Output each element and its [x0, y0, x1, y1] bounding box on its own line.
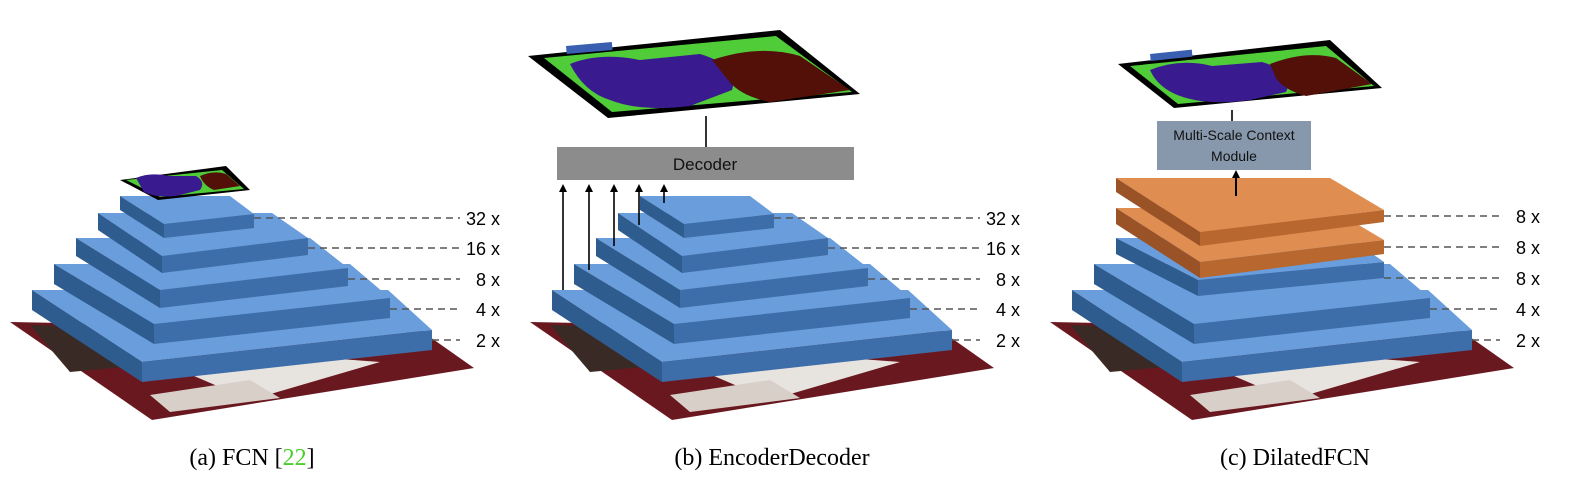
output-segmentation-dilated: [1118, 40, 1382, 108]
panel-fcn: 32 x 16 x 8 x 4 x 2 x (a) FCN [22]: [10, 166, 500, 471]
scale-label-8x: 8 x: [996, 270, 1020, 290]
encoder-layer-32x: [120, 196, 254, 238]
caption-dilated-fcn: (c) DilatedFCN: [1220, 445, 1370, 471]
scale-label-4x: 4 x: [1516, 300, 1540, 320]
caption-fcn: (a) FCN [22]: [189, 445, 314, 471]
scale-labels-fcn: 32 x 16 x 8 x 4 x 2 x: [254, 209, 500, 351]
scale-label-16x: 16 x: [986, 239, 1020, 259]
skip-connection-arrows: [559, 184, 668, 290]
caption-encoder-decoder: (b) EncoderDecoder: [674, 445, 869, 471]
caption-fcn-citation: 22: [283, 445, 307, 471]
context-module-label-line2: Module: [1211, 148, 1257, 164]
decoder-block: Decoder: [557, 147, 854, 180]
output-segmentation-fcn: [120, 166, 250, 200]
caption-fcn-suffix: ]: [307, 445, 315, 471]
decoder-label: Decoder: [673, 155, 738, 174]
panel-encoder-decoder: Decoder 32 x 16 x 8 x 4 x 2 x (b) Encode…: [528, 30, 1020, 471]
panel-dilated-fcn: Multi-Scale Context Module 8 x 8 x 8 x 4…: [1050, 40, 1540, 471]
context-module-label-line1: Multi-Scale Context: [1173, 127, 1294, 143]
output-segmentation-encdec: [528, 30, 860, 118]
context-module-block: Multi-Scale Context Module: [1157, 121, 1311, 170]
scale-label-16x: 16 x: [466, 239, 500, 259]
scale-label-2x: 2 x: [996, 331, 1020, 351]
dilated-layers: [1116, 178, 1384, 278]
encoder-layer-32x: [640, 196, 774, 238]
scale-label-8x: 8 x: [476, 270, 500, 290]
scale-label-8x-top: 8 x: [1516, 207, 1540, 227]
scale-label-32x: 32 x: [466, 209, 500, 229]
encoder-stack-fcn: [32, 196, 432, 382]
encoder-stack-encdec: [552, 196, 952, 382]
scale-label-4x: 4 x: [476, 300, 500, 320]
scale-label-32x: 32 x: [986, 209, 1020, 229]
scale-label-2x: 2 x: [1516, 331, 1540, 351]
caption-fcn-prefix: (a) FCN [: [189, 445, 282, 471]
dilated-layer-upper: [1116, 178, 1384, 246]
scale-label-2x: 2 x: [476, 331, 500, 351]
scale-labels-encdec: 32 x 16 x 8 x 4 x 2 x: [774, 209, 1020, 351]
scale-label-4x: 4 x: [996, 300, 1020, 320]
scale-label-8x-bottom: 8 x: [1516, 269, 1540, 289]
scale-label-8x-middle: 8 x: [1516, 238, 1540, 258]
scale-labels-dilated: 8 x 8 x 8 x 4 x 2 x: [1384, 207, 1540, 351]
